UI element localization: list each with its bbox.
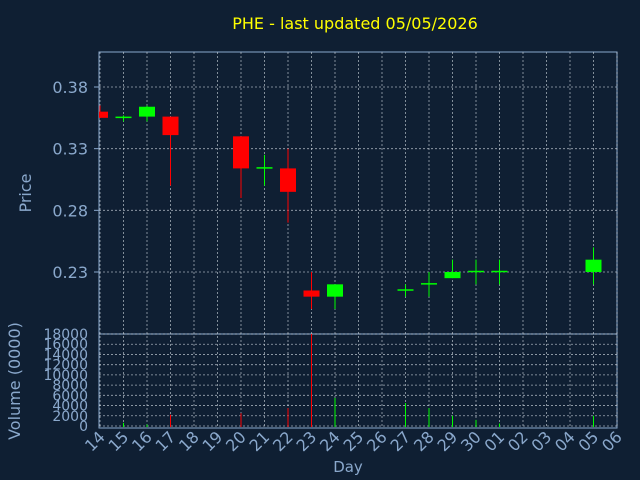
candle-body [397, 289, 414, 291]
volume-tick-label: 12000 [43, 358, 88, 374]
price-axis-label: Price [16, 173, 35, 212]
chart-title: PHE - last updated 05/05/2026 [232, 14, 478, 33]
volume-tick-label: 10000 [43, 368, 88, 384]
candle-body [491, 270, 508, 273]
candle-body [256, 167, 273, 169]
volume-tick-label: 6000 [52, 388, 88, 404]
x-axis-label: Day [333, 458, 363, 476]
candle-body [421, 283, 437, 285]
candle-body [99, 111, 108, 118]
candle-body [585, 259, 602, 272]
candle-body [115, 116, 132, 119]
volume-tick-label: 16000 [43, 337, 88, 353]
candle-body [303, 290, 320, 297]
price-tick-label: 0.28 [52, 201, 88, 220]
volume-tick-label: 14000 [43, 347, 88, 363]
volume-tick-label: 18000 [43, 327, 88, 343]
volume-tick-label: 8000 [52, 378, 88, 394]
volume-tick-label: 0 [79, 419, 88, 435]
volume-tick-label: 2000 [52, 409, 88, 425]
price-tick-label: 0.33 [52, 140, 88, 159]
volume-axis-label: Volume (0000) [5, 322, 24, 440]
volume-plot-area [98, 333, 618, 429]
price-tick-label: 0.38 [52, 78, 88, 97]
candle-body [233, 136, 249, 169]
marks-layer [99, 105, 602, 427]
x-tick-label: 06 [598, 427, 626, 455]
candle-body [162, 116, 179, 136]
candle-body [280, 168, 296, 192]
volume-tick-label: 4000 [52, 399, 88, 415]
candle-body [444, 272, 461, 279]
candle-body [468, 270, 484, 273]
price-tick-label: 0.23 [52, 263, 88, 282]
candle-body [139, 106, 155, 117]
grid-layer [94, 52, 618, 428]
price-plot-area [98, 51, 618, 335]
candle-body [327, 284, 343, 297]
